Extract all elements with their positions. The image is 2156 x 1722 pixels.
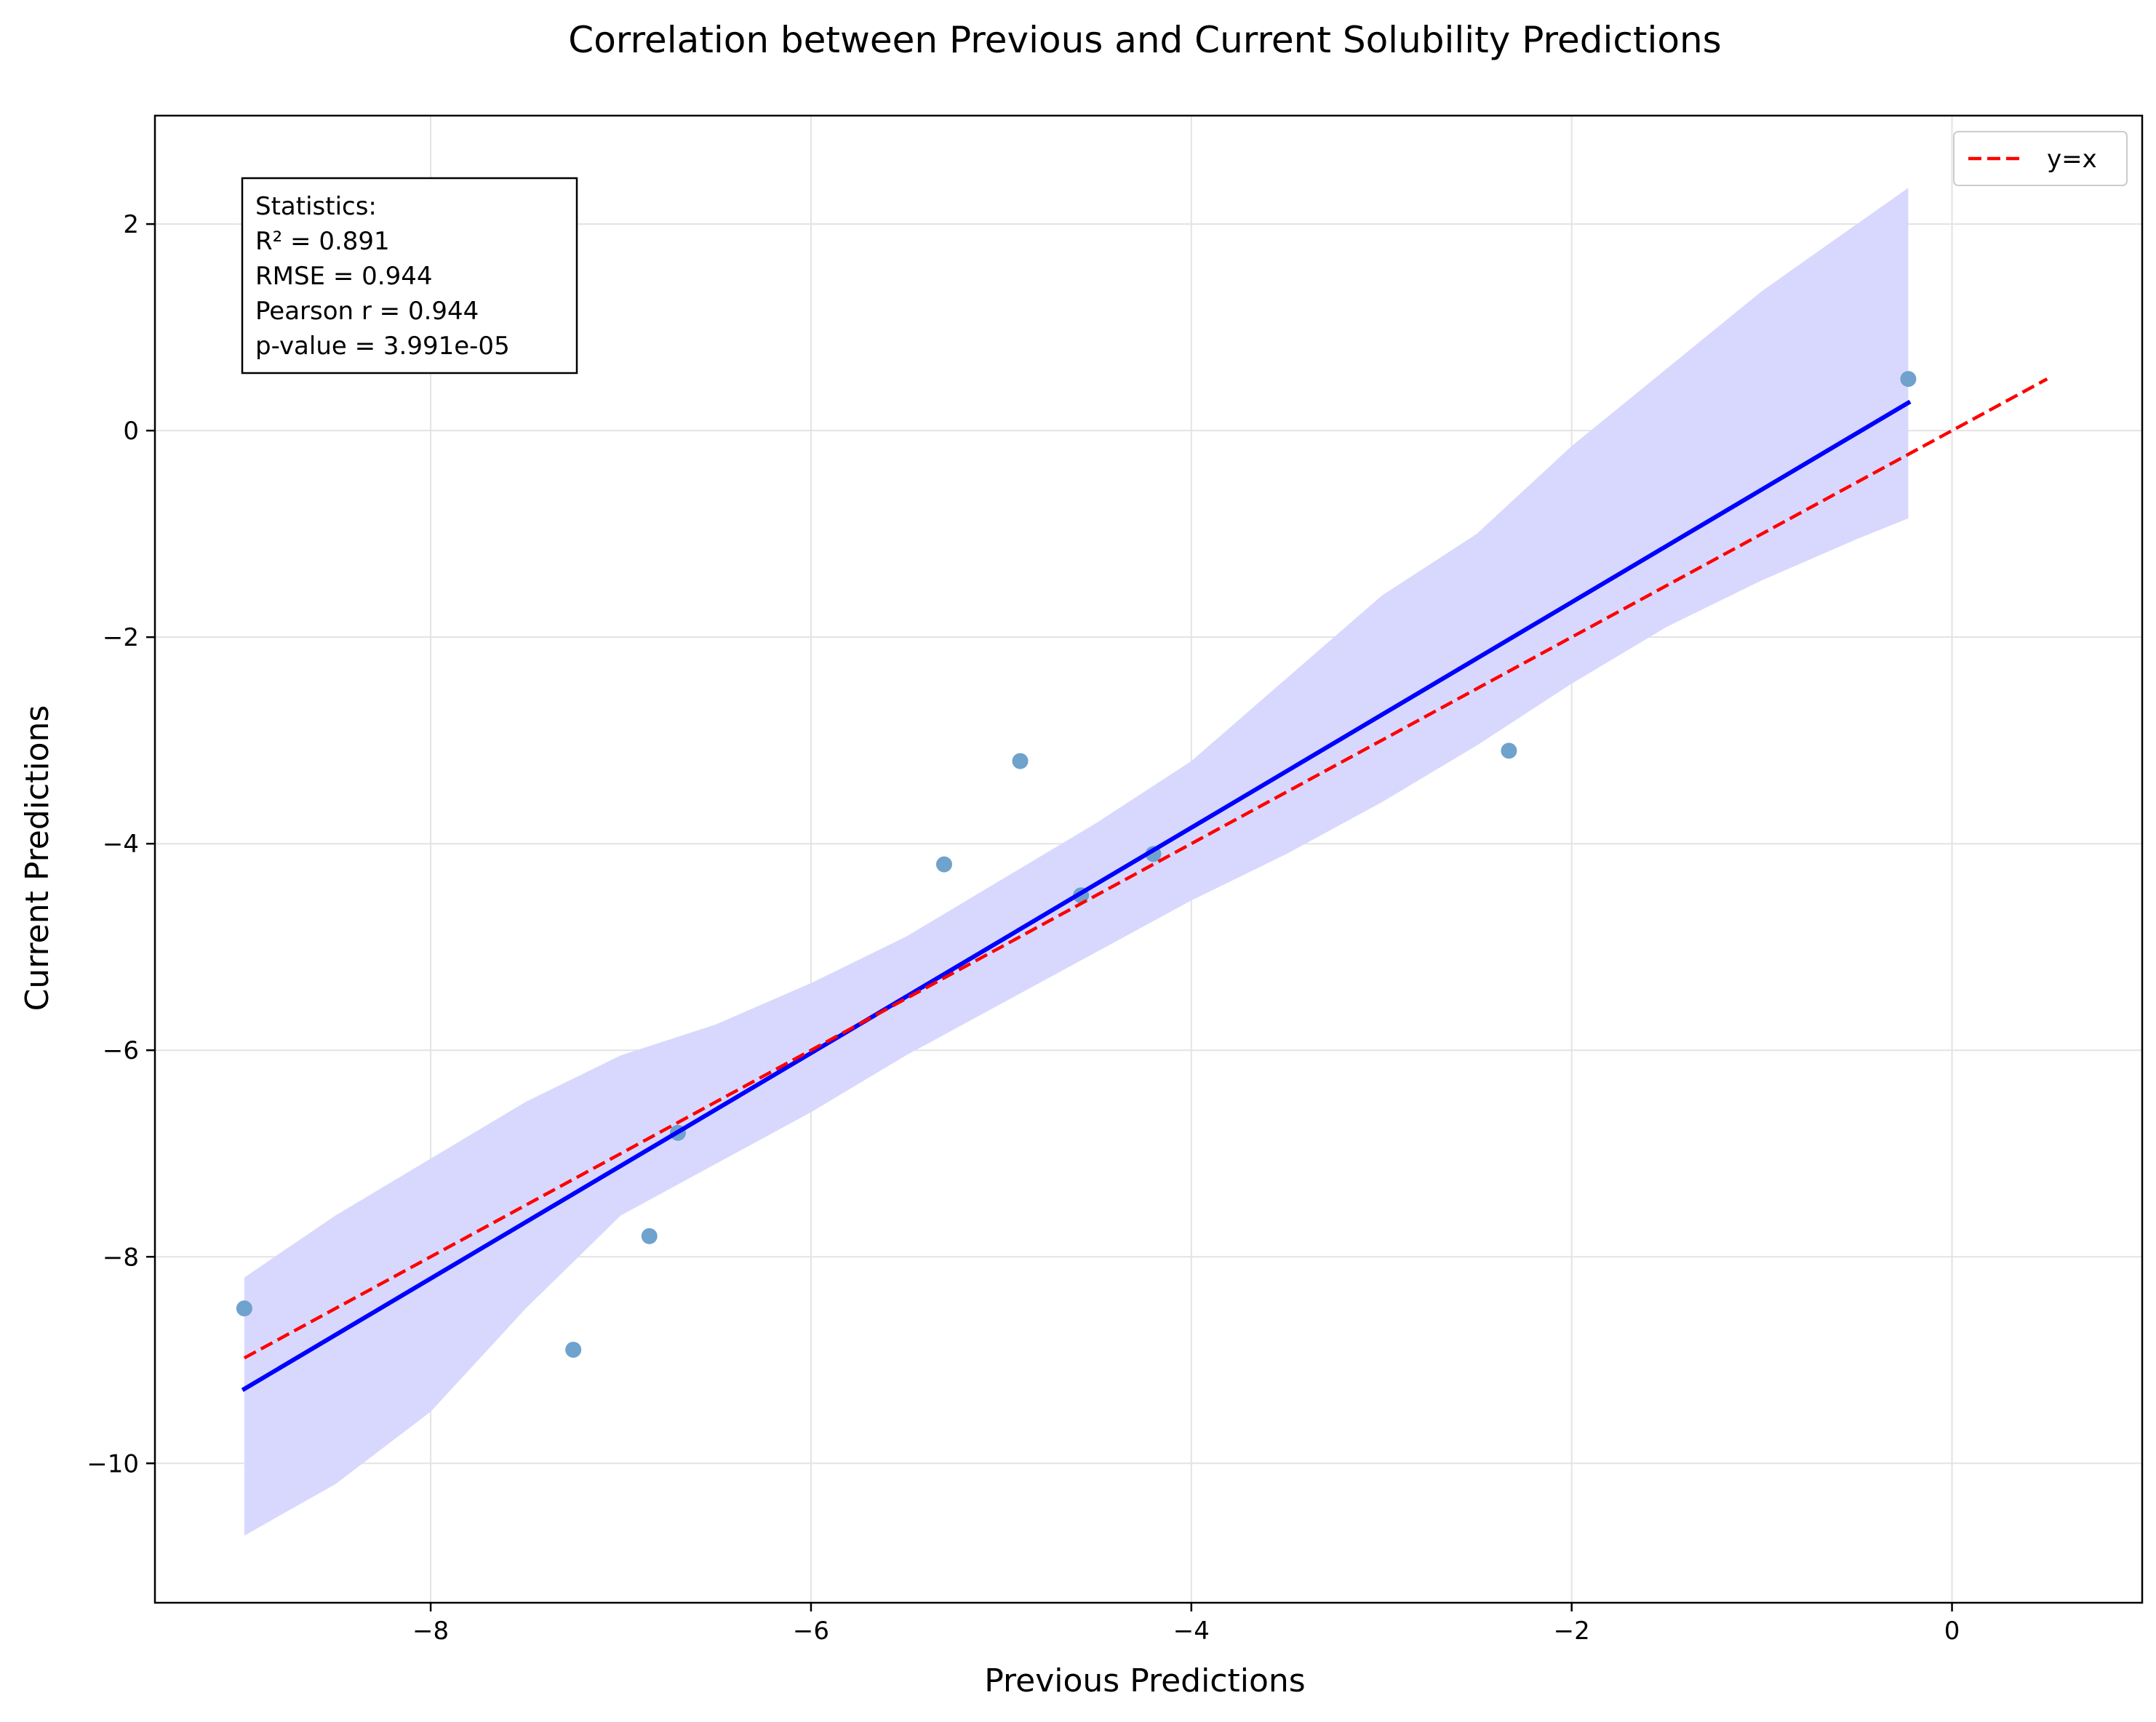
- x-tick-label: 0: [1944, 1617, 1960, 1646]
- stats-line: Pearson r = 0.944: [255, 297, 479, 326]
- stats-box-frame: [241, 177, 578, 375]
- stats-line: R² = 0.891: [255, 227, 390, 256]
- y-tick-label: −4: [103, 830, 139, 859]
- y-tick-label: −10: [87, 1449, 139, 1478]
- x-tick-label: −6: [793, 1617, 829, 1646]
- stats-line: p-value = 3.991e-05: [255, 332, 510, 361]
- data-point: [641, 1228, 658, 1244]
- y-tick-label: 2: [123, 210, 139, 239]
- x-axis-label: Previous Predictions: [984, 1662, 1305, 1699]
- data-point: [1900, 371, 1917, 388]
- data-point: [1012, 753, 1029, 769]
- stats-line: RMSE = 0.944: [255, 262, 432, 291]
- plot-data: [236, 188, 2048, 1536]
- stats-box: Statistics: R² = 0.891 RMSE = 0.944 Pearson…: [241, 177, 578, 375]
- y-tick-label: −8: [103, 1243, 139, 1272]
- x-tick-label: −8: [412, 1617, 449, 1646]
- data-point: [565, 1342, 582, 1358]
- y-tick-label: −6: [103, 1036, 139, 1065]
- regression-line: [241, 399, 1912, 1393]
- x-tick-label: −2: [1554, 1617, 1590, 1646]
- legend: y=x: [1953, 131, 2128, 186]
- stats-line: Statistics:: [255, 192, 377, 221]
- data-point: [1501, 742, 1517, 759]
- plot-area: −8 −6 −4 −2 0 −10 −8 −6 −4 −2 0 2 Statistics: R² = 0.…: [87, 114, 2144, 1646]
- data-point: [236, 1300, 252, 1317]
- identity-line: [243, 377, 2048, 1360]
- chart-title: Correlation between Previous and Current…: [568, 19, 1721, 61]
- confidence-band: [244, 188, 1909, 1536]
- data-point: [935, 856, 952, 873]
- legend-frame: [1953, 131, 2128, 186]
- legend-label-identity: y=x: [2047, 145, 2097, 174]
- y-tick-label: 0: [123, 417, 139, 446]
- y-axis-label: Current Predictions: [19, 705, 56, 1012]
- plot-frame: [153, 114, 2144, 1604]
- y-tick-label: −2: [103, 623, 139, 652]
- x-tick-label: −4: [1173, 1617, 1210, 1646]
